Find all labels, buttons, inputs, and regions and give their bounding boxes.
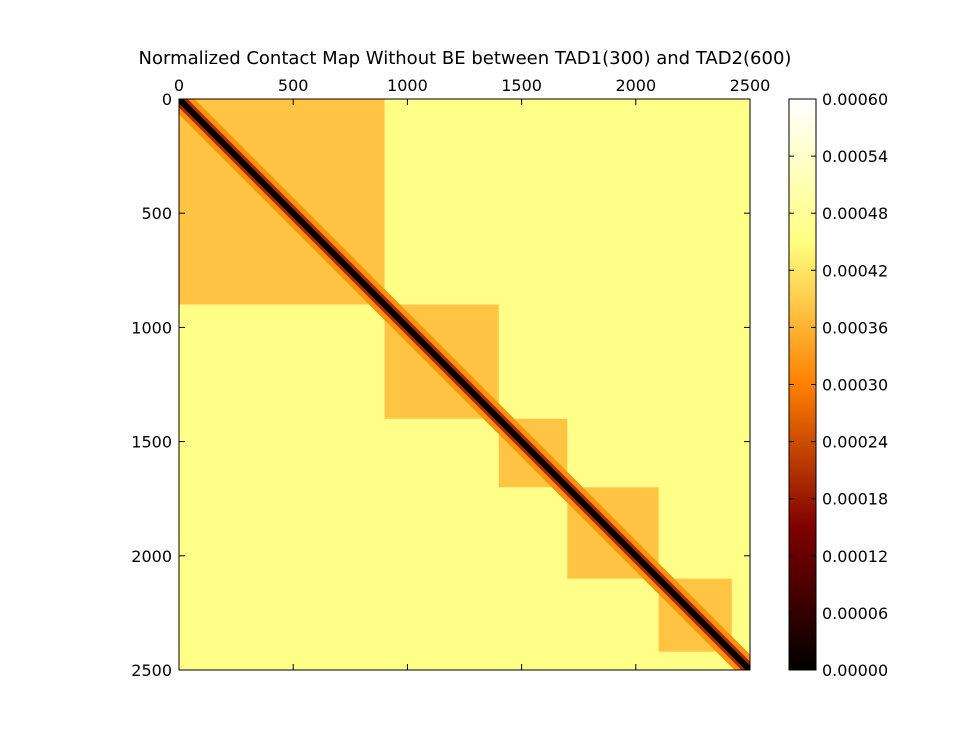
y-tick-label: 1000: [131, 318, 172, 337]
colorbar-tick-label: 0.00042: [822, 261, 888, 280]
colorbar-tick-label: 0.00006: [822, 604, 888, 623]
x-axis: 0 500 1000 1500 2000 2500: [174, 76, 770, 670]
x-tick-label: 1500: [501, 76, 542, 95]
y-tick-label: 2000: [131, 547, 172, 566]
plot-frame: [178, 98, 751, 671]
y-tick-label: 500: [141, 204, 172, 223]
heatmap-area: [179, 99, 750, 670]
colorbar-tick-label: 0.00000: [822, 661, 888, 680]
colorbar-tick-label: 0.00018: [822, 490, 888, 509]
colorbar-tick-label: 0.00036: [822, 318, 888, 337]
y-tick-label: 2500: [131, 661, 172, 680]
y-tick-label: 0: [162, 90, 172, 109]
colorbar-tick-label: 0.00054: [822, 147, 888, 166]
colorbar-tick-label: 0.00030: [822, 376, 888, 395]
x-tick-label: 0: [174, 76, 184, 95]
chart-title: Normalized Contact Map Without BE betwee…: [139, 48, 792, 69]
y-tick-label: 1500: [131, 433, 172, 452]
colorbar-tick-label: 0.00048: [822, 204, 888, 223]
diagonal: [179, 99, 750, 670]
x-tick-label: 2000: [615, 76, 656, 95]
x-tick-label: 2500: [730, 76, 771, 95]
colorbar-tick-label: 0.00024: [822, 433, 888, 452]
y-axis: 0 500 1000 1500 2000 2500: [131, 90, 750, 680]
colorbar-axis: 0.00060 0.00054 0.00048 0.00042 0.00036 0.000…: [789, 90, 888, 680]
colorbar-tick-label: 0.00060: [822, 90, 888, 109]
x-tick-label: 500: [278, 76, 309, 95]
colorbar-tick-label: 0.00012: [822, 547, 888, 566]
x-tick-label: 1000: [387, 76, 428, 95]
